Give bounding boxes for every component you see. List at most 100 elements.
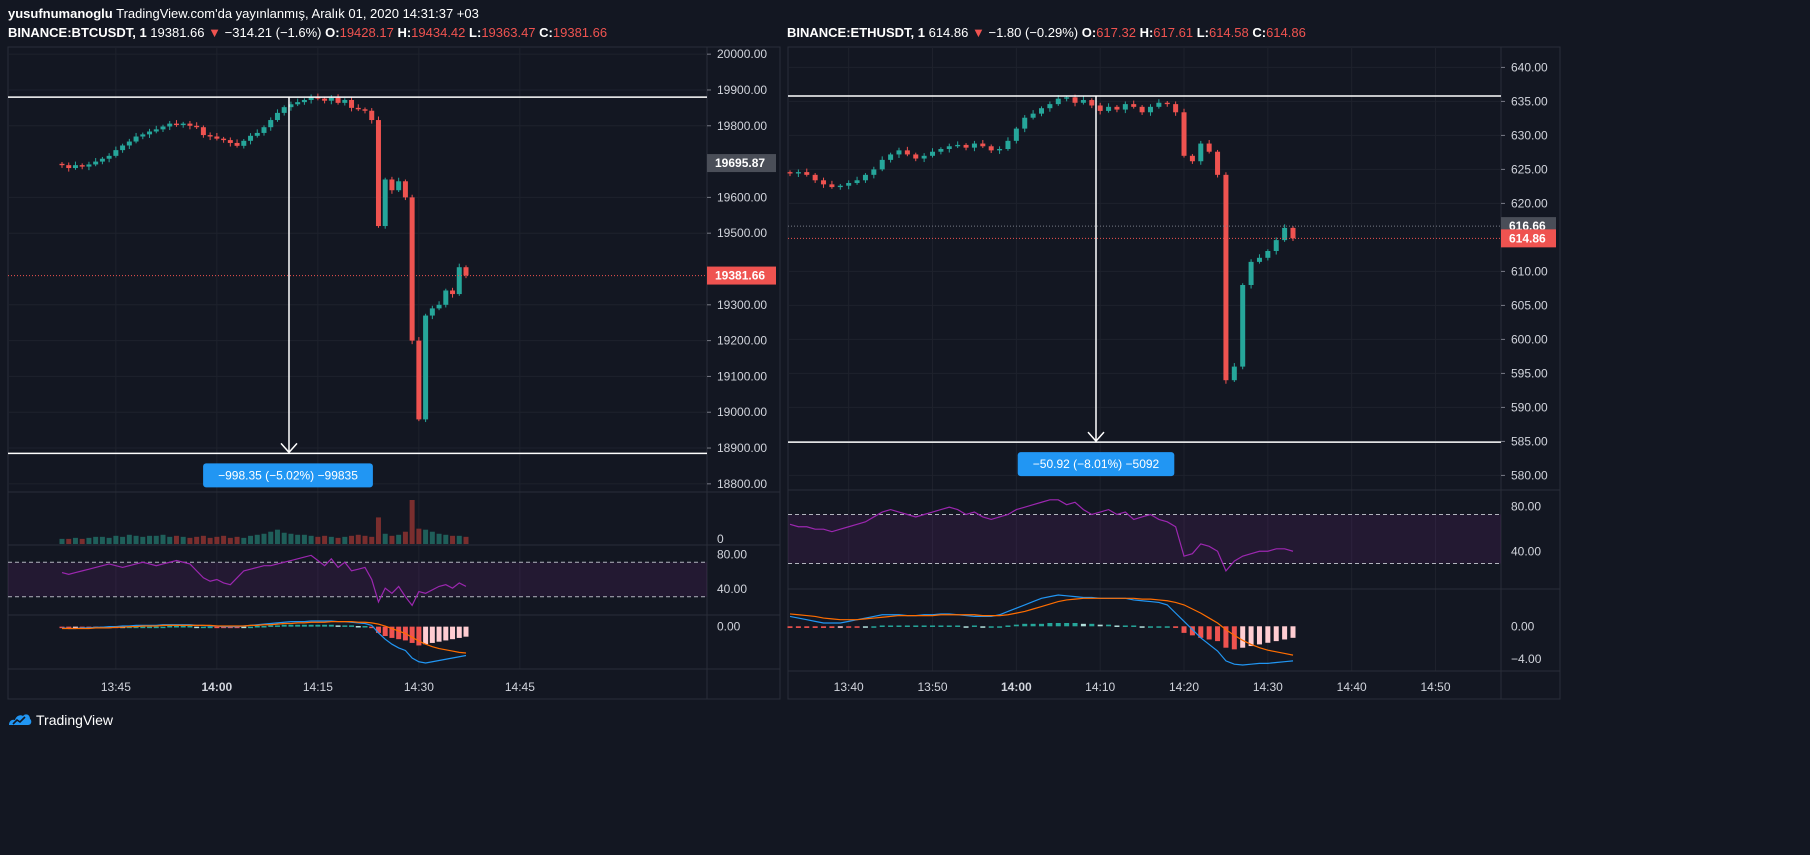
y-tick-label: 19200.00 bbox=[717, 334, 767, 348]
candle-body bbox=[66, 165, 72, 169]
macd-histogram-bar bbox=[463, 626, 469, 637]
volume-bar bbox=[133, 535, 139, 544]
volume-bar bbox=[167, 536, 173, 544]
macd-histogram-bar bbox=[227, 626, 233, 629]
macd-histogram-bar bbox=[295, 624, 301, 627]
macd-histogram-bar bbox=[456, 626, 462, 638]
macd-histogram-bar bbox=[436, 626, 442, 642]
macd-histogram-bar bbox=[281, 624, 287, 627]
down-arrow-icon: ▼ bbox=[971, 25, 985, 40]
candle-body bbox=[180, 123, 186, 126]
candle-body bbox=[59, 163, 65, 166]
price-badge bbox=[707, 266, 776, 285]
macd-histogram-bar bbox=[261, 626, 267, 628]
macd-histogram-bar bbox=[66, 626, 72, 629]
volume-bar bbox=[328, 536, 334, 544]
x-tick-label: 14:00 bbox=[202, 680, 233, 694]
price-badge-label: 19381.66 bbox=[715, 269, 765, 283]
symbol-label[interactable]: BINANCE:ETHUSDT, 1 bbox=[787, 25, 925, 40]
macd-histogram-bar bbox=[72, 626, 78, 629]
candle-body bbox=[295, 102, 301, 105]
volume-bar bbox=[443, 534, 449, 544]
tradingview-logo-icon bbox=[9, 714, 32, 725]
volume-bar bbox=[429, 531, 435, 544]
candle-body bbox=[423, 315, 429, 420]
candle-body bbox=[362, 109, 368, 111]
macd-histogram-bar bbox=[241, 626, 247, 629]
macd-histogram-bar bbox=[234, 626, 240, 629]
x-tick-label: 14:30 bbox=[404, 680, 434, 694]
volume-bar bbox=[207, 537, 213, 544]
price-badge bbox=[707, 154, 776, 173]
macd-histogram-bar bbox=[200, 626, 206, 629]
volume-bar bbox=[362, 535, 368, 544]
volume-bar bbox=[396, 534, 402, 544]
macd-histogram-bar bbox=[147, 626, 153, 629]
macd-histogram-bar bbox=[180, 626, 186, 628]
legend-btc: BINANCE:BTCUSDT, 1 19381.66 ▼ −314.21 (−… bbox=[8, 25, 607, 40]
volume-bar bbox=[153, 535, 159, 544]
candle-body bbox=[409, 197, 415, 341]
macd-histogram-bar bbox=[140, 626, 146, 629]
volume-bar bbox=[274, 529, 280, 544]
close-value: 19381.66 bbox=[552, 25, 608, 40]
candle-body bbox=[274, 112, 280, 121]
volume-bar bbox=[295, 534, 301, 544]
macd-histogram-bar bbox=[59, 626, 65, 629]
macd-histogram-bar bbox=[207, 626, 213, 629]
candle-body bbox=[133, 136, 139, 142]
volume-bar bbox=[463, 536, 469, 544]
volume-bar bbox=[126, 534, 132, 544]
volume-bar bbox=[241, 537, 247, 544]
candle-body bbox=[301, 99, 307, 103]
btc-chart[interactable]: 20000.00 19900.00 19800.00 19600.00 19500.00… bbox=[0, 0, 1568, 741]
x-tick-label: 13:45 bbox=[101, 680, 131, 694]
macd-histogram-bar bbox=[409, 626, 415, 643]
candle-body bbox=[113, 150, 119, 156]
y-tick-label: 20000.00 bbox=[717, 47, 767, 61]
candle-body bbox=[429, 308, 435, 316]
volume-bar bbox=[349, 535, 355, 544]
last-price: 19381.66 bbox=[150, 25, 205, 40]
volume-bar bbox=[456, 535, 462, 544]
price-badge-label: 19695.87 bbox=[715, 156, 765, 170]
footer-brand[interactable]: TradingView bbox=[8, 712, 113, 728]
macd-histogram-bar bbox=[355, 626, 361, 628]
macd-histogram-bar bbox=[288, 624, 294, 627]
candle-body bbox=[106, 155, 112, 159]
macd-histogram-bar bbox=[274, 625, 280, 627]
low-label: L: bbox=[1196, 25, 1209, 40]
legend-eth: BINANCE:ETHUSDT, 1 614.86 ▼ −1.80 (−0.29… bbox=[787, 25, 1306, 40]
volume-bar bbox=[402, 531, 408, 544]
low-value: 614.58 bbox=[1208, 25, 1249, 40]
y-tick-label: 19600.00 bbox=[717, 190, 767, 204]
candle-body bbox=[99, 158, 105, 162]
last-price: 614.86 bbox=[928, 25, 969, 40]
volume-bar bbox=[355, 534, 361, 544]
candle-body bbox=[241, 140, 247, 146]
panel-frame bbox=[7, 46, 708, 700]
open-label: O: bbox=[1081, 25, 1097, 40]
candle-body bbox=[227, 140, 233, 143]
author-name[interactable]: yusufnumanoglu bbox=[8, 6, 113, 21]
volume-bar bbox=[120, 536, 126, 544]
macd-histogram-bar bbox=[349, 625, 355, 627]
high-value: 617.61 bbox=[1153, 25, 1194, 40]
candle-body bbox=[200, 127, 206, 136]
macd-histogram-bar bbox=[328, 624, 334, 627]
volume-bar bbox=[59, 538, 65, 544]
candle-body bbox=[254, 132, 260, 136]
macd-histogram-bar bbox=[429, 626, 435, 643]
candle-body bbox=[194, 125, 200, 128]
open-value: 617.32 bbox=[1096, 25, 1136, 40]
candle-body bbox=[248, 135, 254, 141]
symbol-label[interactable]: BINANCE:BTCUSDT, 1 bbox=[8, 25, 147, 40]
low-label: L: bbox=[469, 25, 482, 40]
rsi-label-top: 80.00 bbox=[717, 547, 747, 561]
y-tick-label: 19300.00 bbox=[717, 298, 767, 312]
macd-histogram-bar bbox=[133, 626, 139, 629]
macd-histogram-bar bbox=[167, 626, 173, 628]
open-label: O: bbox=[325, 25, 340, 40]
volume-bar bbox=[160, 534, 166, 544]
y-tick-label: 18900.00 bbox=[717, 441, 767, 455]
